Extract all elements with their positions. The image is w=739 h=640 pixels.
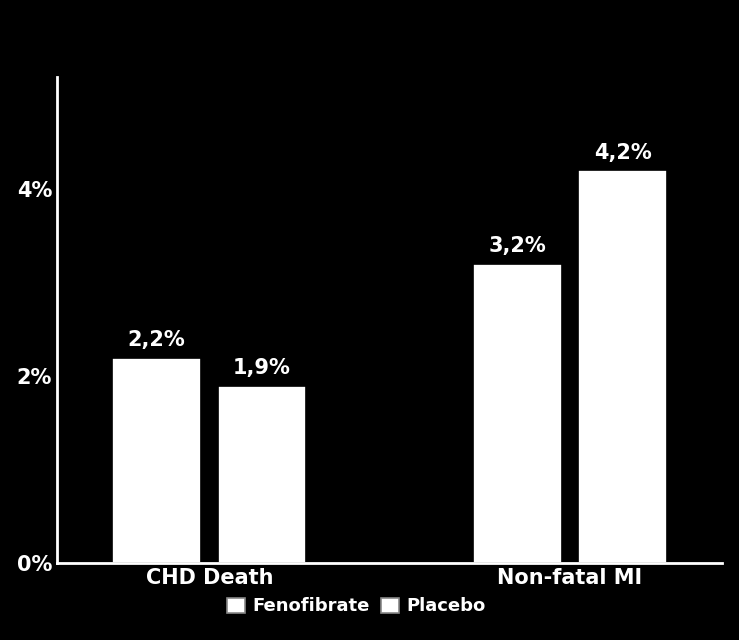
Bar — [218, 385, 307, 563]
Bar — [473, 264, 562, 563]
Text: 4,2%: 4,2% — [593, 143, 651, 163]
Text: 1,9%: 1,9% — [233, 358, 291, 378]
Bar — [578, 170, 667, 563]
Text: 3,2%: 3,2% — [488, 236, 546, 257]
Legend: Fenofibrate, Placebo: Fenofibrate, Placebo — [220, 590, 493, 623]
Bar — [112, 358, 201, 563]
Text: 2,2%: 2,2% — [128, 330, 185, 350]
